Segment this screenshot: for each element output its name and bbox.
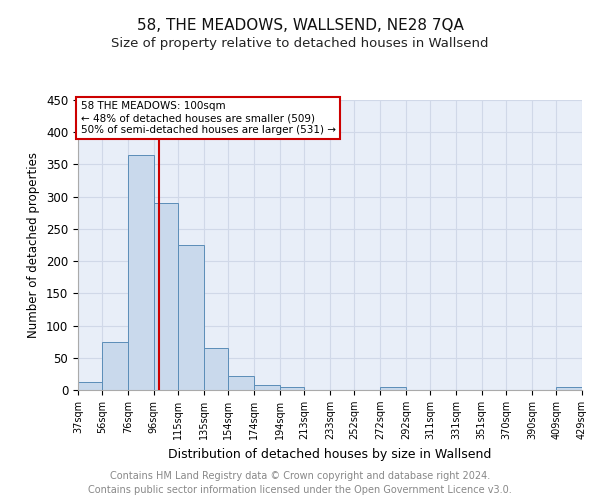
Text: Contains HM Land Registry data © Crown copyright and database right 2024.
Contai: Contains HM Land Registry data © Crown c… <box>88 471 512 495</box>
Bar <box>128 155 154 390</box>
Bar <box>103 342 128 390</box>
Text: 58 THE MEADOWS: 100sqm
← 48% of detached houses are smaller (509)
50% of semi-de: 58 THE MEADOWS: 100sqm ← 48% of detached… <box>80 102 335 134</box>
Text: 58, THE MEADOWS, WALLSEND, NE28 7QA: 58, THE MEADOWS, WALLSEND, NE28 7QA <box>137 18 463 32</box>
Y-axis label: Number of detached properties: Number of detached properties <box>28 152 40 338</box>
Text: Size of property relative to detached houses in Wallsend: Size of property relative to detached ho… <box>111 38 489 51</box>
Bar <box>229 376 254 390</box>
Bar <box>154 203 178 390</box>
Bar <box>380 387 406 390</box>
Bar <box>254 385 280 390</box>
Bar <box>204 348 229 390</box>
Bar <box>556 387 582 390</box>
X-axis label: Distribution of detached houses by size in Wallsend: Distribution of detached houses by size … <box>169 448 491 460</box>
Bar <box>280 387 304 390</box>
Bar <box>178 245 204 390</box>
Bar <box>78 382 103 390</box>
